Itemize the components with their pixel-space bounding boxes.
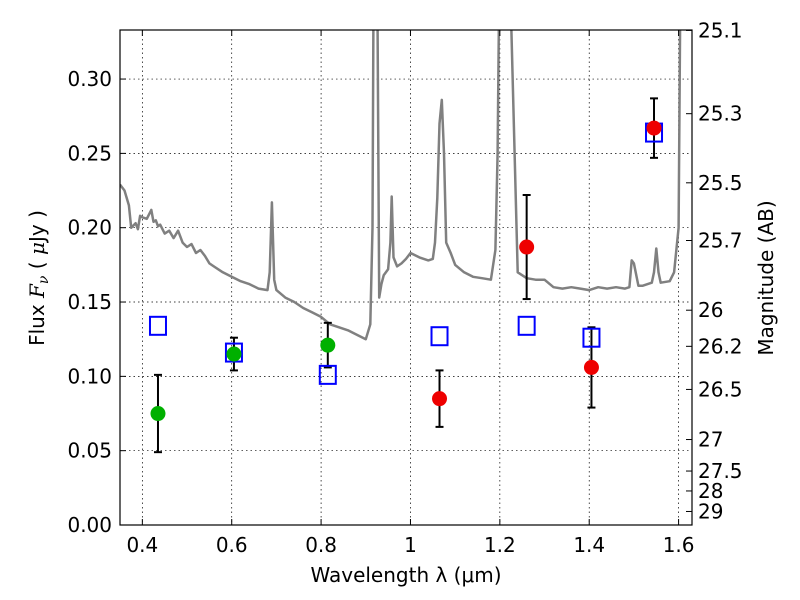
y-axis-label-f: F xyxy=(25,283,49,299)
y-axis-label: Flux Fν ( μJy ) xyxy=(25,210,52,346)
y-axis-label-flux: Flux xyxy=(25,298,49,346)
x-tick-label: 1.4 xyxy=(573,533,605,557)
y2-tick-label: 25.7 xyxy=(698,228,743,252)
y2-tick-label: 27 xyxy=(698,428,723,452)
y2-tick-label: 25.5 xyxy=(698,171,743,195)
x-tick-label: 1 xyxy=(404,533,417,557)
spectrum-layer xyxy=(120,30,682,341)
y-axis-label-open: ( xyxy=(25,255,49,276)
y-axis-label-mu: μ xyxy=(25,242,49,255)
y-axis-label-group: Flux Fν ( μJy ) xyxy=(25,210,52,346)
y-tick-label: 0.25 xyxy=(67,141,112,165)
y2-tick-label: 27.5 xyxy=(698,459,743,483)
y-tick-label: 0.05 xyxy=(67,439,112,463)
y-tick-label: 0.00 xyxy=(67,513,112,537)
x-tick-label: 1.2 xyxy=(484,533,516,557)
y2-tick-label: 26.2 xyxy=(698,334,743,358)
y-ticks: 0.00 0.05 0.10 0.15 0.20 0.25 0.30 xyxy=(67,67,126,537)
circle-marker xyxy=(226,346,242,362)
square-marker xyxy=(148,315,167,336)
plot-frame xyxy=(119,29,693,526)
y-tick-label: 0.15 xyxy=(67,290,112,314)
y-tick-label: 0.10 xyxy=(67,364,112,388)
y2-tick-label: 26 xyxy=(698,298,723,322)
square-marker xyxy=(224,342,243,363)
circle-marker xyxy=(432,391,448,407)
marker-layer xyxy=(148,120,664,422)
square-marker xyxy=(318,364,337,385)
circle-marker xyxy=(320,337,336,353)
circle-marker xyxy=(519,239,535,255)
y-tick-label: 0.30 xyxy=(67,67,112,91)
y-axis-label-nu: ν xyxy=(36,275,52,284)
y-tick-label: 0.20 xyxy=(67,216,112,240)
x-ticks: 0.4 0.6 0.8 1 1.2 1.4 1.6 xyxy=(126,30,695,557)
circle-marker xyxy=(583,359,599,375)
circle-marker xyxy=(150,406,166,422)
y2-tick-label: 25.1 xyxy=(698,18,743,42)
y2-tick-label: 29 xyxy=(698,499,723,523)
y2-tick-label: 28 xyxy=(698,479,723,503)
square-marker xyxy=(430,326,449,347)
spectrum-line xyxy=(120,30,682,341)
y2-tick-label: 26.5 xyxy=(698,377,743,401)
square-marker xyxy=(517,315,536,336)
grid xyxy=(120,30,692,526)
x-tick-label: 0.6 xyxy=(216,533,248,557)
x-tick-label: 1.6 xyxy=(663,533,695,557)
x-axis-label: Wavelength λ (μm) xyxy=(310,563,501,587)
x-tick-label: 0.8 xyxy=(305,533,337,557)
y-axis-label-unit: Jy ) xyxy=(25,210,49,244)
y2-axis-label: Magnitude (AB) xyxy=(754,200,778,355)
square-marker xyxy=(582,327,601,348)
y2-tick-label: 25.3 xyxy=(698,102,743,126)
circle-marker xyxy=(646,120,662,136)
x-tick-label: 0.4 xyxy=(126,533,158,557)
